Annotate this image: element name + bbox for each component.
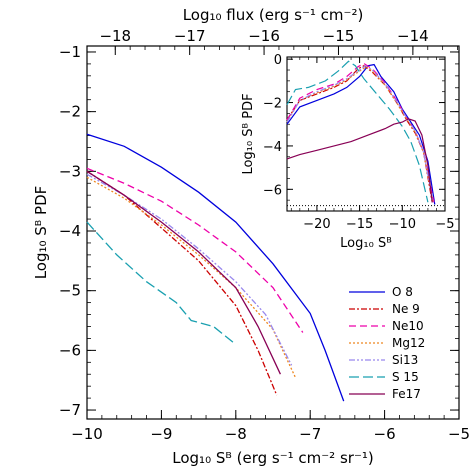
legend-label: Mg12 <box>392 336 425 350</box>
inset-y-tick-label: 0 <box>274 53 282 68</box>
top-x-tick-label: −15 <box>323 27 355 45</box>
top-x-tick-label: −16 <box>248 27 280 45</box>
x-tick-label: −6 <box>374 425 396 443</box>
inset-y-tick-label: −4 <box>263 140 282 155</box>
inset-x-axis-label: Log₁₀ Sᴮ <box>340 236 392 251</box>
inset-series-line <box>286 63 436 205</box>
x-axis-label: Log₁₀ Sᴮ (erg s⁻¹ cm⁻² sr⁻¹) <box>172 449 373 467</box>
top-x-tick-label: −14 <box>397 27 429 45</box>
series-line <box>86 221 237 345</box>
y-tick-label: −1 <box>59 43 81 61</box>
legend-label: Ne 9 <box>392 302 420 316</box>
inset-series-line <box>286 64 434 203</box>
legend-label: O 8 <box>392 285 413 299</box>
inset-y-tick-label: −6 <box>263 183 282 198</box>
y-tick-label: −6 <box>59 341 81 359</box>
x-tick-label: −5 <box>448 425 470 443</box>
series-line <box>86 170 278 396</box>
inset-y-axis-label: Log₁₀ Sᴮ PDF <box>241 93 256 174</box>
series-line <box>86 173 293 366</box>
y-tick-label: −4 <box>59 222 81 240</box>
series-line <box>86 170 281 375</box>
x-tick-label: −8 <box>225 425 247 443</box>
inset-x-tick-label: −10 <box>389 217 416 232</box>
legend-label: Fe17 <box>392 387 421 401</box>
main-plot-frame <box>86 45 460 420</box>
series-line <box>86 176 296 378</box>
inset-series-line <box>286 60 429 203</box>
series-line <box>86 133 345 402</box>
inset-x-tick-label: −5 <box>435 217 454 232</box>
y-tick-label: −3 <box>59 162 81 180</box>
y-tick-label: −7 <box>59 401 81 419</box>
series-line <box>86 167 304 333</box>
inset-series-line <box>286 64 433 203</box>
legend-label: Ne10 <box>392 319 424 333</box>
top-x-tick-label: −17 <box>174 27 206 45</box>
top-x-axis-label: Log₁₀ flux (erg s⁻¹ cm⁻²) <box>183 6 364 24</box>
inset-x-tick-label: −20 <box>303 217 330 232</box>
top-x-tick-label: −18 <box>99 27 131 45</box>
x-tick-label: −10 <box>71 425 103 443</box>
y-tick-label: −2 <box>59 103 81 121</box>
inset-series-line <box>286 118 433 203</box>
x-tick-label: −7 <box>299 425 321 443</box>
legend-label: Si13 <box>392 353 418 367</box>
y-axis-label: Log₁₀ Sᴮ PDF <box>32 186 50 280</box>
y-tick-label: −5 <box>59 282 81 300</box>
x-tick-label: −9 <box>150 425 172 443</box>
legend-label: S 15 <box>392 370 419 384</box>
inset-x-tick-label: −15 <box>346 217 373 232</box>
inset-y-tick-label: −2 <box>263 97 282 112</box>
